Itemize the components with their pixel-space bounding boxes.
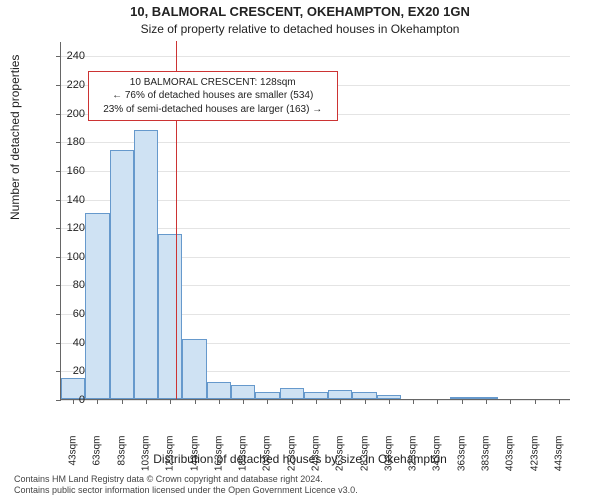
footer-line-2: Contains public sector information licen… <box>14 485 358 496</box>
x-tick-mark <box>389 399 390 404</box>
gridline <box>61 56 570 57</box>
chart-title-main: 10, BALMORAL CRESCENT, OKEHAMPTON, EX20 … <box>0 4 600 19</box>
x-tick-mark <box>486 399 487 404</box>
histogram-bar <box>280 388 304 399</box>
y-tick-label: 200 <box>45 108 85 120</box>
x-tick-mark <box>462 399 463 404</box>
histogram-bar <box>304 392 328 399</box>
y-tick-label: 120 <box>45 222 85 234</box>
y-tick-label: 220 <box>45 79 85 91</box>
footer-line-1: Contains HM Land Registry data © Crown c… <box>14 474 358 485</box>
y-tick-label: 180 <box>45 136 85 148</box>
annotation-line: 23% of semi-detached houses are larger (… <box>95 103 331 117</box>
histogram-bar <box>207 382 231 399</box>
y-tick-label: 240 <box>45 50 85 62</box>
x-tick-mark <box>243 399 244 404</box>
y-tick-label: 60 <box>45 308 85 320</box>
x-tick-mark <box>267 399 268 404</box>
histogram-bar <box>231 385 255 399</box>
plot-area: 43sqm63sqm83sqm103sqm123sqm143sqm163sqm1… <box>60 42 570 400</box>
chart-frame: 10, BALMORAL CRESCENT, OKEHAMPTON, EX20 … <box>0 0 600 500</box>
histogram-bar <box>134 130 158 399</box>
x-tick-mark <box>559 399 560 404</box>
y-tick-label: 160 <box>45 165 85 177</box>
histogram-bar <box>85 213 109 399</box>
y-tick-label: 140 <box>45 194 85 206</box>
histogram-bar <box>182 339 206 399</box>
x-tick-mark <box>340 399 341 404</box>
annotation-line: 10 BALMORAL CRESCENT: 128sqm <box>95 76 331 90</box>
footer-attribution: Contains HM Land Registry data © Crown c… <box>14 474 358 497</box>
x-axis-title: Distribution of detached houses by size … <box>0 452 600 466</box>
chart-title-sub: Size of property relative to detached ho… <box>0 22 600 36</box>
x-tick-mark <box>195 399 196 404</box>
histogram-bar <box>328 390 352 399</box>
x-tick-mark <box>510 399 511 404</box>
x-tick-mark <box>413 399 414 404</box>
y-tick-label: 40 <box>45 337 85 349</box>
annotation-box: 10 BALMORAL CRESCENT: 128sqm← 76% of det… <box>88 71 338 122</box>
x-tick-mark <box>170 399 171 404</box>
histogram-bar <box>110 150 134 399</box>
histogram-bar <box>255 392 279 399</box>
x-tick-mark <box>437 399 438 404</box>
x-tick-mark <box>316 399 317 404</box>
x-tick-mark <box>365 399 366 404</box>
x-tick-mark <box>97 399 98 404</box>
x-tick-mark <box>122 399 123 404</box>
x-tick-mark <box>292 399 293 404</box>
y-tick-label: 20 <box>45 365 85 377</box>
y-tick-label: 80 <box>45 279 85 291</box>
annotation-line: ← 76% of detached houses are smaller (53… <box>95 89 331 103</box>
y-axis-title: Number of detached properties <box>8 55 22 220</box>
x-tick-mark <box>535 399 536 404</box>
x-tick-mark <box>219 399 220 404</box>
x-tick-mark <box>146 399 147 404</box>
histogram-bar <box>352 392 376 399</box>
histogram-bar <box>158 234 182 399</box>
y-tick-label: 100 <box>45 251 85 263</box>
y-tick-label: 0 <box>45 394 85 406</box>
